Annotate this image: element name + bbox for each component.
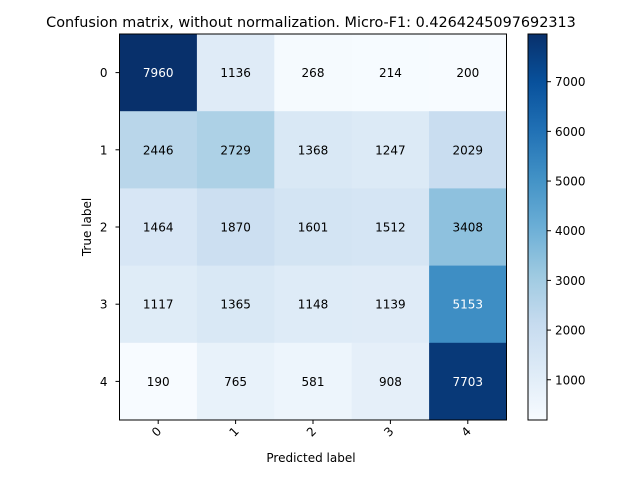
cell-value-label: 2446 [143, 143, 174, 157]
cell-value-label: 1464 [143, 221, 174, 235]
heatmap-cell [196, 188, 275, 267]
colorbar-tick-label: 5000 [555, 175, 586, 189]
cell-value-label: 1148 [298, 298, 329, 312]
heatmap-cell [119, 111, 198, 189]
heatmap-cell [196, 111, 275, 189]
colorbar-tick-label: 4000 [555, 224, 586, 238]
cell-value-label: 1117 [143, 298, 174, 312]
cell-value-label: 1512 [375, 221, 406, 235]
y-tick-label: 1 [100, 143, 108, 157]
cell-value-label: 190 [147, 375, 170, 389]
cell-value-label: 214 [379, 66, 402, 80]
heatmap-cell [429, 111, 507, 189]
x-tick-label: 3 [381, 424, 396, 439]
colorbar-tick-label: 6000 [555, 125, 586, 139]
colorbar-tick-label: 1000 [555, 373, 586, 387]
y-tick-label: 0 [100, 66, 108, 80]
heatmap-cell [119, 34, 198, 112]
heatmap-cell [274, 111, 353, 189]
x-tick-label: 1 [226, 424, 241, 439]
y-tick-label: 4 [100, 375, 108, 389]
heatmap-cell [119, 188, 198, 267]
cell-value-label: 1365 [220, 298, 251, 312]
heatmap-cell [351, 34, 430, 112]
colorbar-tick-label: 3000 [555, 274, 586, 288]
cell-value-label: 200 [456, 66, 479, 80]
chart-title: Confusion matrix, without normalization.… [46, 15, 576, 31]
cell-value-label: 1139 [375, 298, 406, 312]
heatmap-cell [196, 265, 275, 344]
x-tick-label: 2 [304, 424, 319, 439]
colorbar-tick-label: 2000 [555, 324, 586, 338]
cell-value-label: 1601 [298, 221, 329, 235]
cell-value-label: 908 [379, 375, 402, 389]
heatmap-cell [351, 265, 430, 344]
cell-value-label: 1136 [220, 66, 251, 80]
heatmap-cell [429, 265, 507, 344]
heatmap-cell [351, 342, 430, 421]
cell-value-label: 5153 [453, 298, 484, 312]
cell-value-labels: 7960 1136 268 214 200 2446 2729 1368 1247 2029 146… [143, 66, 483, 389]
heatmap-cell [274, 34, 353, 112]
heatmap-cell [351, 188, 430, 267]
cell-value-label: 2029 [453, 143, 484, 157]
heatmap-cell [274, 188, 353, 267]
cell-value-label: 1368 [298, 143, 329, 157]
cell-value-label: 2729 [220, 143, 251, 157]
heatmap-cell [119, 342, 198, 421]
heatmap-cell [196, 34, 275, 112]
cell-value-label: 1870 [220, 221, 251, 235]
x-tick-label: 0 [149, 424, 164, 439]
colorbar [527, 33, 548, 421]
heatmap-cell [274, 265, 353, 344]
colorbar-ticks: 1000 2000 3000 4000 5000 6000 7000 [547, 75, 586, 387]
y-tick-label: 3 [100, 298, 108, 312]
heatmap-cell [196, 342, 275, 421]
x-axis-ticks: 0 1 2 3 4 [149, 420, 474, 440]
cell-value-label: 268 [302, 66, 325, 80]
heatmap-cell [429, 342, 507, 421]
heatmap-cell [119, 265, 198, 344]
cell-value-label: 7703 [453, 375, 484, 389]
heatmap-cells [119, 34, 507, 421]
heatmap-cell [351, 111, 430, 189]
cell-value-label: 765 [224, 375, 247, 389]
y-tick-label: 2 [100, 221, 108, 235]
cell-value-label: 581 [302, 375, 325, 389]
x-tick-label: 4 [459, 424, 474, 439]
cell-value-label: 7960 [143, 66, 174, 80]
y-axis-label: True label [80, 198, 94, 257]
x-axis-label: Predicted label [266, 451, 355, 465]
cell-value-label: 3408 [453, 221, 484, 235]
heatmap-cell [429, 34, 507, 112]
colorbar-tick-label: 7000 [555, 75, 586, 89]
cell-value-label: 1247 [375, 143, 406, 157]
y-axis-ticks: 0 1 2 3 4 [100, 66, 120, 389]
heatmap-cell [429, 188, 507, 267]
heatmap-cell [274, 342, 353, 421]
